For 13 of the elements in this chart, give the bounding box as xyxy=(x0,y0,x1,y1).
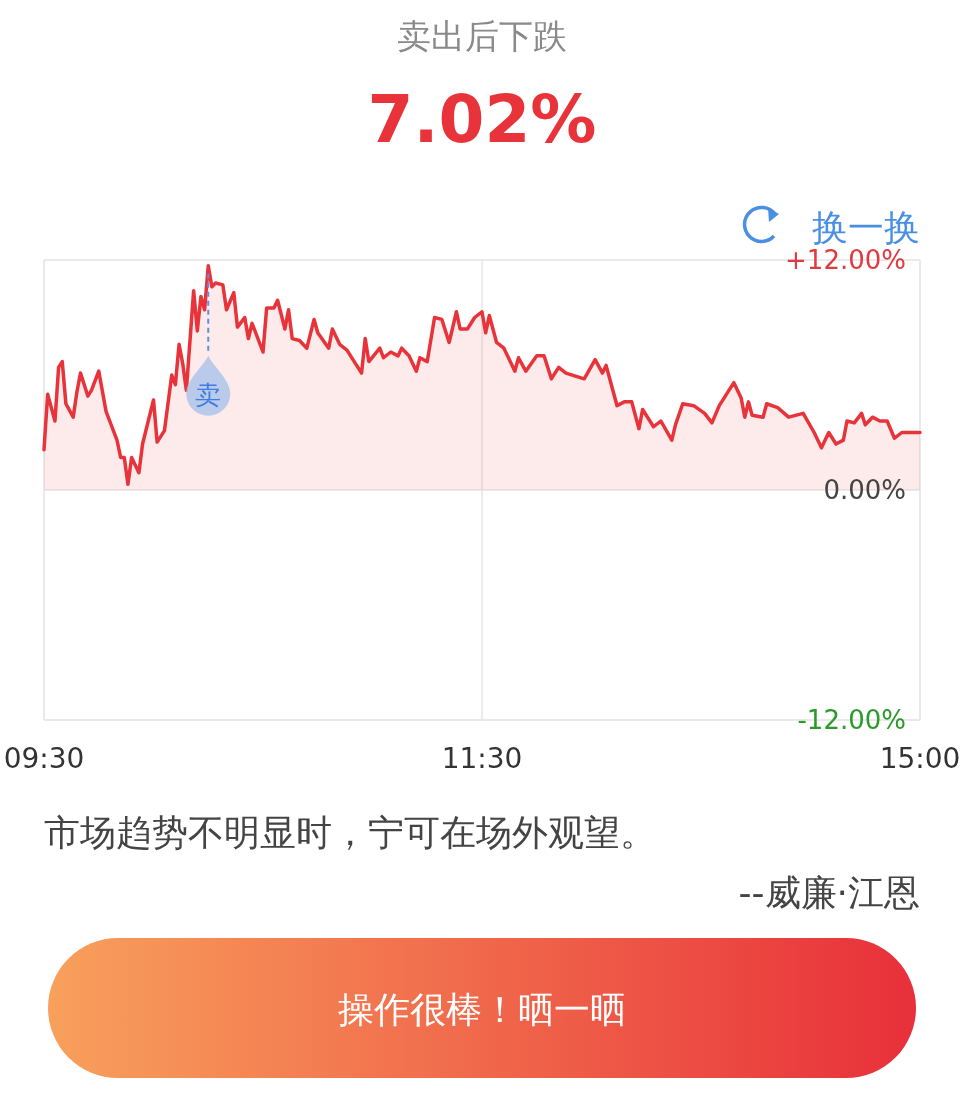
xtick: 09:30 xyxy=(3,742,85,775)
button-label: 操作很棒！晒一晒 xyxy=(338,989,626,1030)
annotation: 市场趋势不明显时，宁可在场外观望。 xyxy=(44,812,656,853)
subtitle: 7.02% xyxy=(367,81,597,158)
annotation: 卖 xyxy=(195,379,222,410)
ytick: 0.00% xyxy=(823,475,906,505)
annotation: --威廉·江恩 xyxy=(738,872,920,913)
control: 换一换 xyxy=(812,207,920,248)
ytick: +12.00% xyxy=(785,245,906,275)
xtick: 15:00 xyxy=(879,742,961,775)
ytick: -12.00% xyxy=(797,705,906,735)
title: 卖出后下跌 xyxy=(397,16,567,56)
xtick: 11:30 xyxy=(441,742,523,775)
